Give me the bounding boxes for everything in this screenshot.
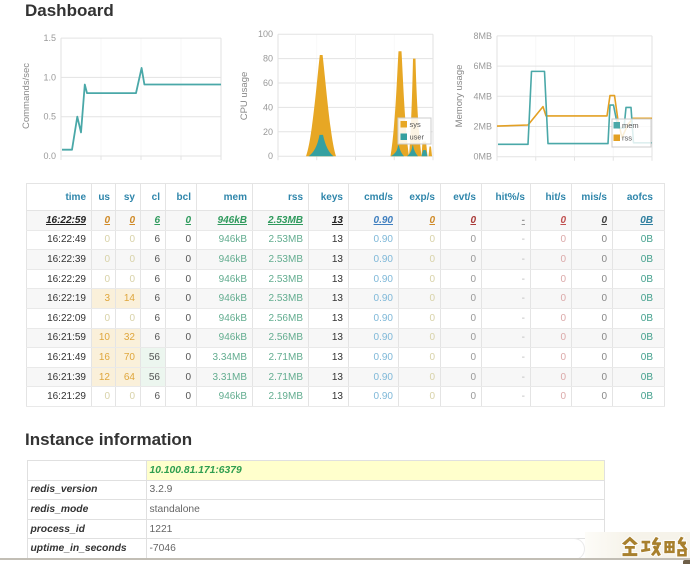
svg-text:0.0: 0.0 xyxy=(43,151,56,161)
svg-text:0: 0 xyxy=(268,151,273,161)
svg-text:0.5: 0.5 xyxy=(43,112,56,122)
svg-text:4MB: 4MB xyxy=(473,91,492,101)
svg-text:1.5: 1.5 xyxy=(43,33,56,43)
svg-text:CPU usage: CPU usage xyxy=(239,72,250,121)
svg-text:rss: rss xyxy=(622,134,632,143)
svg-text:sys: sys xyxy=(410,120,422,129)
svg-text:user: user xyxy=(410,133,425,142)
svg-text:40: 40 xyxy=(263,102,273,112)
svg-text:6MB: 6MB xyxy=(473,61,492,71)
svg-text:80: 80 xyxy=(263,54,273,64)
svg-text:Memory usage: Memory usage xyxy=(454,65,465,128)
svg-text:100: 100 xyxy=(258,29,273,39)
svg-text:20: 20 xyxy=(263,127,273,137)
svg-text:mem: mem xyxy=(622,121,639,130)
svg-text:0MB: 0MB xyxy=(473,152,492,162)
svg-text:8MB: 8MB xyxy=(473,31,492,41)
svg-text:2MB: 2MB xyxy=(473,122,492,132)
svg-text:60: 60 xyxy=(263,78,273,88)
svg-text:Commands/sec: Commands/sec xyxy=(21,63,32,129)
svg-text:1.0: 1.0 xyxy=(43,72,56,82)
